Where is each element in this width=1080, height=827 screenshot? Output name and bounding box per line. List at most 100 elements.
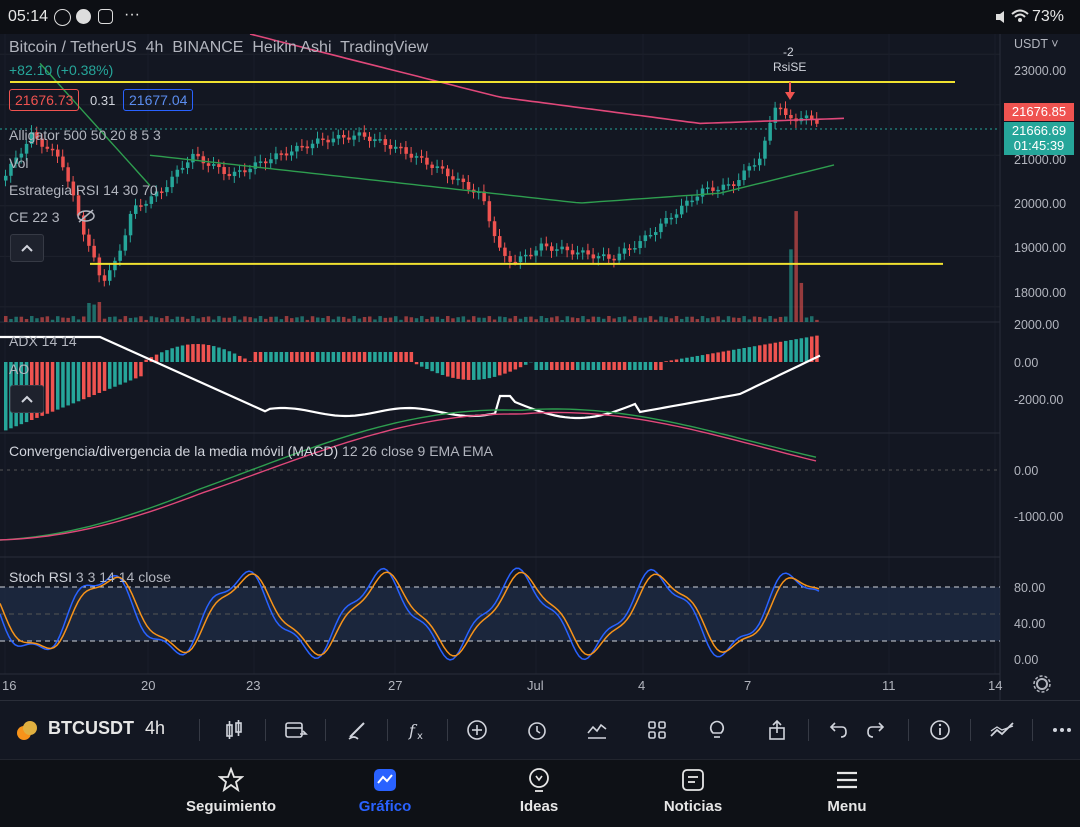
collapse-legend-button[interactable] xyxy=(10,234,44,262)
ao-bar xyxy=(82,362,86,399)
alarm-icon[interactable] xyxy=(522,715,552,745)
wifi-icon xyxy=(1011,9,1029,28)
volume-bar xyxy=(233,316,237,322)
currency-selector[interactable]: USDT ˅ xyxy=(1014,37,1059,51)
candle-body xyxy=(456,179,460,181)
ao-bar xyxy=(467,362,471,380)
adx-label[interactable]: ADX 14 14 xyxy=(9,333,77,349)
ao-bar xyxy=(118,362,122,385)
macd-legend[interactable]: Convergencia/divergencia de la media móv… xyxy=(9,443,493,459)
ao-bar xyxy=(321,352,325,362)
ao-bar xyxy=(332,352,336,362)
undo-icon[interactable] xyxy=(822,715,852,745)
ao-bar xyxy=(113,362,117,387)
ao-tick: -2000.00 xyxy=(1014,393,1063,407)
indicator-alligator[interactable]: Alligator 500 50 20 8 5 3 xyxy=(9,127,161,143)
ao-bar xyxy=(482,362,486,379)
add-icon[interactable] xyxy=(462,715,492,745)
calendar-compare-icon[interactable] xyxy=(281,715,311,745)
bottom-navigation: Seguimiento Gráfico Ideas Noticias Menu xyxy=(0,759,1080,827)
layout-grid-icon[interactable] xyxy=(642,715,672,745)
volume-bar xyxy=(155,317,159,322)
candle-body xyxy=(228,174,232,176)
ask-box[interactable]: 21677.04 xyxy=(123,89,193,111)
candle-body xyxy=(358,132,362,135)
nav-grafico[interactable]: Gráfico xyxy=(315,766,455,815)
ao-bar xyxy=(784,341,788,362)
ao-bar xyxy=(534,362,538,370)
candle-body xyxy=(446,169,450,177)
candle-body xyxy=(212,164,216,166)
nav-ideas[interactable]: Ideas xyxy=(469,766,609,815)
ao-bar xyxy=(61,362,64,408)
chart-template-icon[interactable] xyxy=(582,715,612,745)
symbol-legend[interactable]: Bitcoin / TetherUS 4h BINANCE Heikin Ash… xyxy=(9,39,428,57)
ao-bar xyxy=(675,359,679,362)
stoch-legend[interactable]: Stoch RSI 3 3 14 14 close xyxy=(9,569,171,585)
volume-bar xyxy=(321,318,325,322)
indicator-volume[interactable]: Vol xyxy=(9,155,28,171)
toolbar-separator xyxy=(387,719,388,741)
bid-box[interactable]: 21676.73 xyxy=(9,89,79,111)
ao-bar xyxy=(597,362,601,370)
news-icon xyxy=(623,766,763,794)
volume-bar xyxy=(332,319,336,322)
volume-bar xyxy=(66,318,70,322)
indicator-ce[interactable]: CE 22 3 xyxy=(9,209,60,225)
volume-bar xyxy=(274,317,278,322)
ao-bar xyxy=(659,362,663,370)
candle-body xyxy=(748,166,752,170)
ao-bar xyxy=(295,352,299,362)
redo-icon[interactable] xyxy=(862,715,892,745)
candle-body xyxy=(670,218,674,220)
candle-body xyxy=(612,259,616,261)
candle-body xyxy=(124,235,128,250)
ao-bar xyxy=(207,345,211,362)
candle-body xyxy=(352,136,356,140)
ao-bar xyxy=(98,362,102,393)
ao-bar xyxy=(254,352,258,362)
nav-seguimiento[interactable]: Seguimiento xyxy=(161,766,301,815)
nav-menu[interactable]: Menu xyxy=(777,766,917,815)
hidden-eye-icon[interactable] xyxy=(76,208,96,229)
draw-icon[interactable] xyxy=(342,715,372,745)
volume-bar xyxy=(654,320,658,322)
volume-bar xyxy=(4,316,8,322)
trend-icon[interactable] xyxy=(987,715,1017,745)
collapse-pane-button[interactable] xyxy=(10,385,44,413)
volume-bar xyxy=(243,316,247,322)
ao-bar xyxy=(191,344,195,362)
candle-body xyxy=(295,146,299,152)
indicator-rsi-strategy[interactable]: Estrategia RSI 14 30 70 xyxy=(9,182,158,198)
ao-bar xyxy=(410,352,414,362)
volume-bar xyxy=(61,318,64,322)
chart-canvas[interactable] xyxy=(0,34,1080,700)
volume-bar xyxy=(129,318,133,322)
more-icon[interactable] xyxy=(1047,715,1077,745)
volume-bar xyxy=(503,317,507,322)
info-icon[interactable] xyxy=(925,715,955,745)
ao-bar xyxy=(680,359,684,362)
volume-bar xyxy=(316,317,320,322)
nav-noticias[interactable]: Noticias xyxy=(623,766,763,815)
candle-body xyxy=(706,187,710,189)
candle-body xyxy=(51,149,55,151)
share-icon[interactable] xyxy=(762,715,792,745)
ao-bar xyxy=(352,352,356,362)
candles-icon[interactable] xyxy=(219,715,249,745)
lightbulb-icon[interactable] xyxy=(702,715,732,745)
ao-label[interactable]: AO xyxy=(9,361,29,377)
ao-bar xyxy=(794,339,798,362)
volume-bar xyxy=(9,319,13,322)
toolbar-symbol[interactable]: BTCUSDT xyxy=(48,718,134,739)
volume-bar xyxy=(670,318,674,322)
toolbar-interval[interactable]: 4h xyxy=(145,718,165,739)
volume-bar xyxy=(87,303,91,322)
candle-body xyxy=(654,232,658,235)
candle-body xyxy=(633,248,637,250)
volume-bar xyxy=(618,317,622,322)
settings-gear-icon[interactable] xyxy=(1033,675,1051,698)
candle-body xyxy=(181,168,185,170)
ao-bar xyxy=(248,361,252,362)
